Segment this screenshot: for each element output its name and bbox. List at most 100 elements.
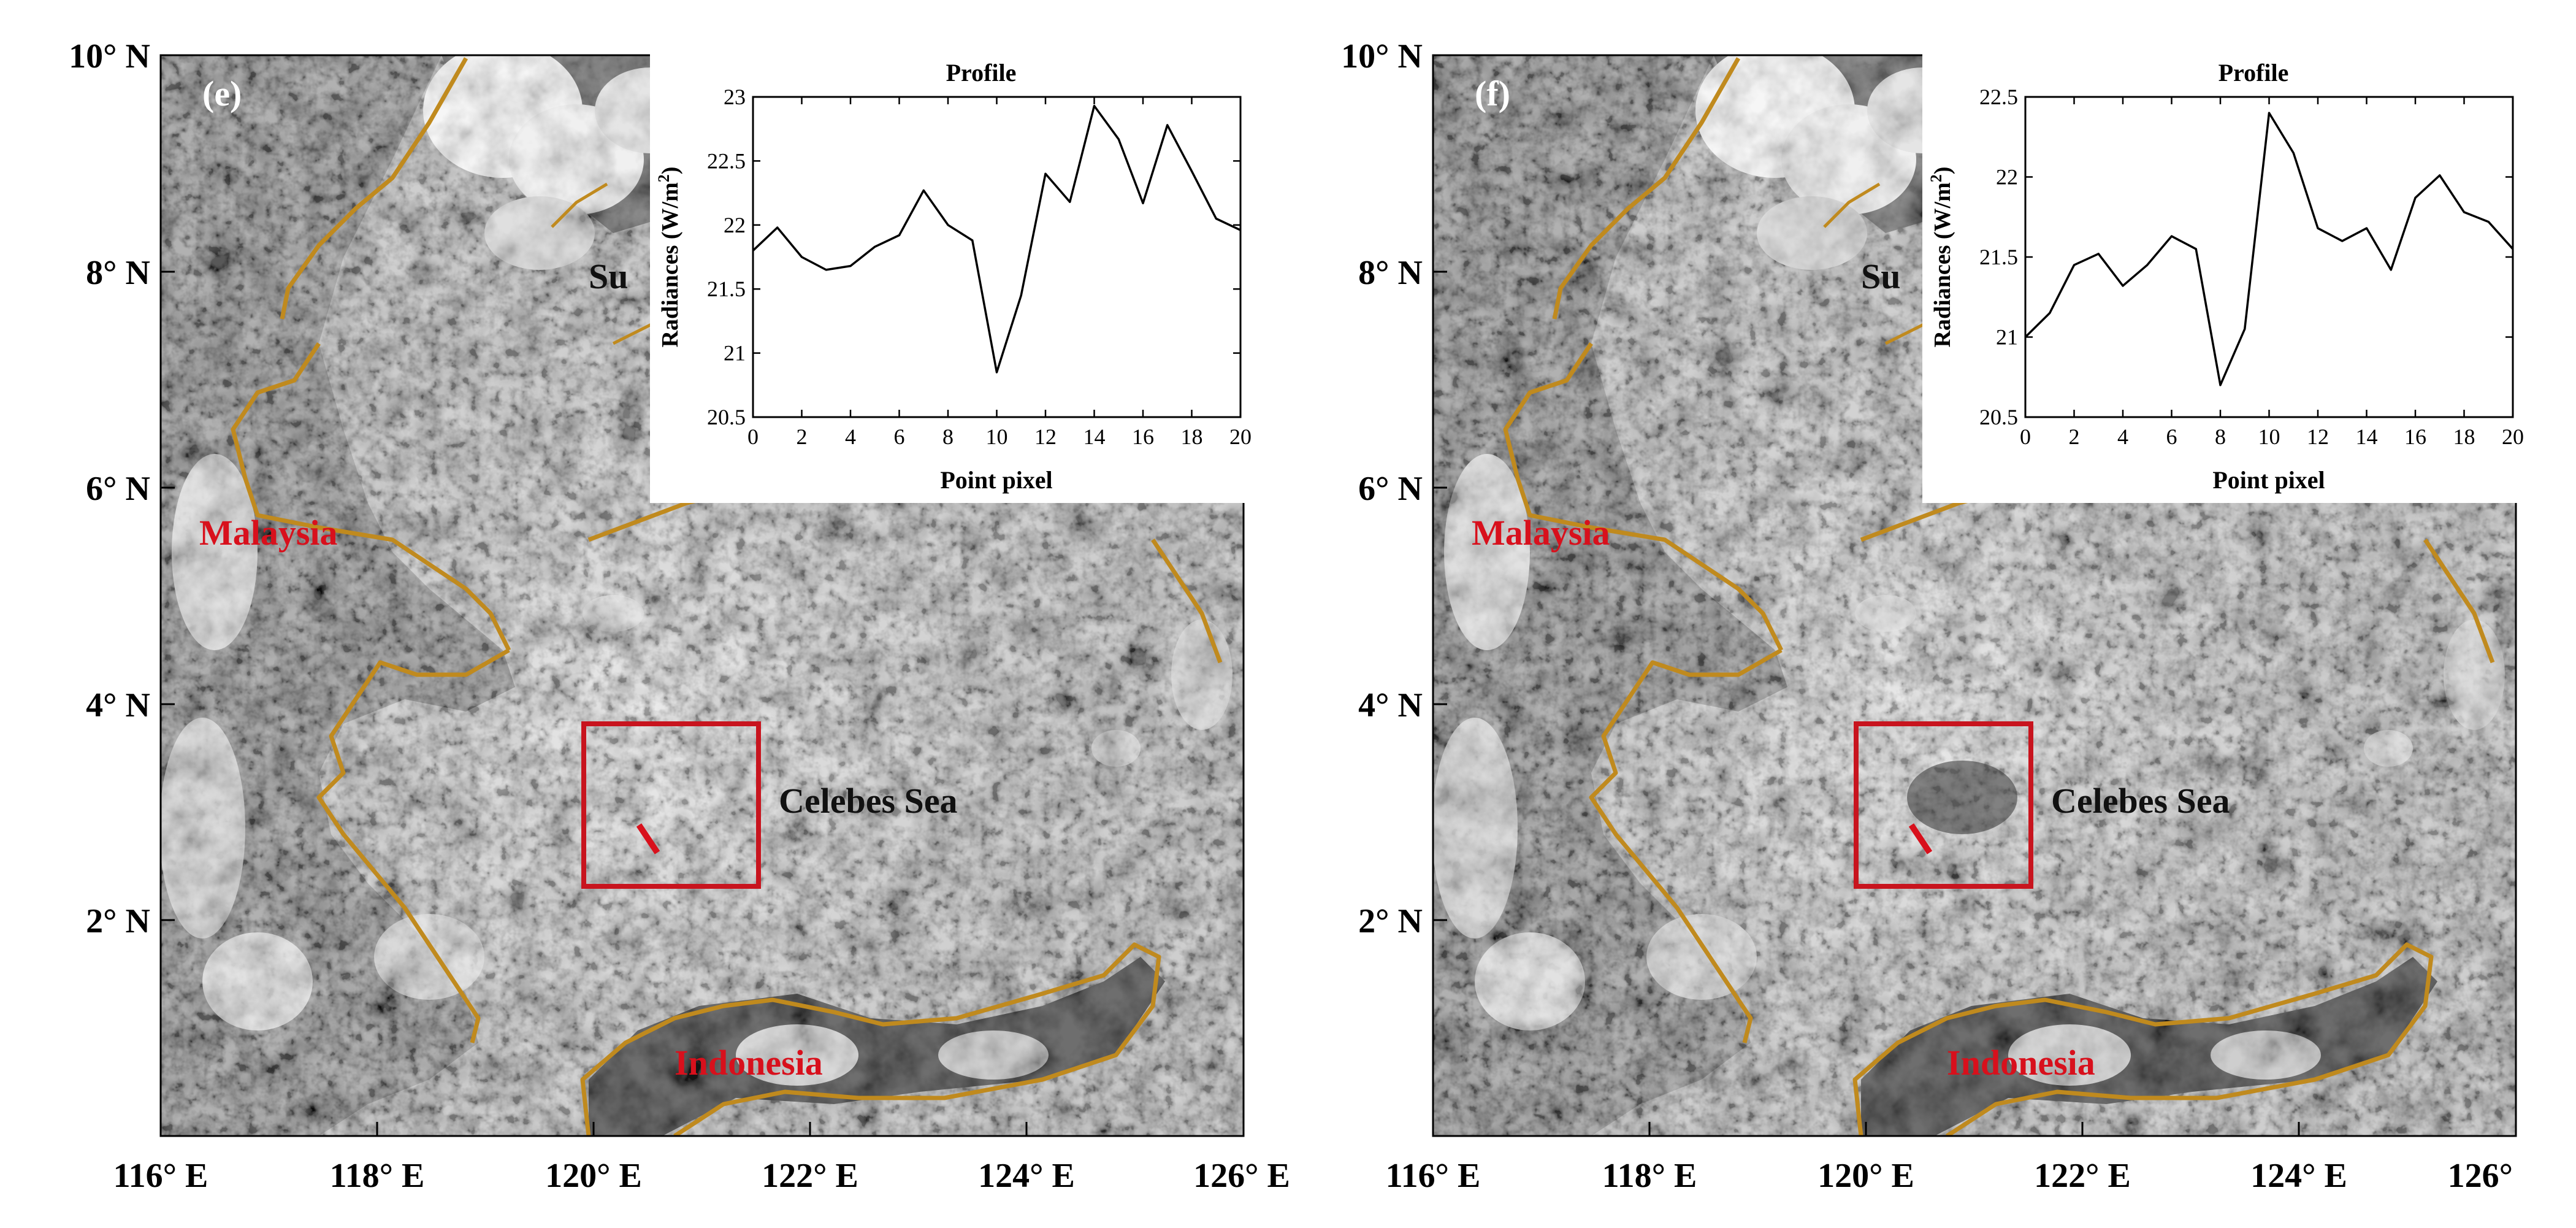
x-tick-label: 8 [2215, 424, 2226, 449]
x-tick-label: 2 [2069, 424, 2080, 449]
profile-data-point [825, 269, 827, 271]
place-label-malaysia: Malaysia [199, 513, 338, 553]
inset-background [650, 54, 1245, 503]
profile-data-point [849, 265, 852, 267]
y-tick-label: 20.5 [707, 405, 746, 429]
profile-data-point [2512, 248, 2514, 250]
satellite-image-f [1433, 55, 2516, 1136]
profile-inset-f: Profile 0 2 4 6 8 10 12 14 16 18 20 20.5 21 21.5 22 22.… [1922, 54, 2524, 503]
profile-data-point [2341, 240, 2344, 242]
profile-data-point [801, 256, 803, 258]
profile-data-point [2414, 196, 2417, 199]
lat-tick-label: 8° N [86, 254, 150, 292]
lon-tick-label: 120° E [545, 1157, 642, 1195]
lat-tick-label: 2° N [86, 902, 150, 940]
profile-data-point [2171, 235, 2173, 237]
x-tick-label: 14 [1084, 424, 1106, 449]
map-ticks-e [161, 271, 1028, 1136]
profile-data-point [1020, 294, 1022, 297]
lon-tick-label: 126° E [1193, 1157, 1290, 1195]
y-tick-label: 22.5 [707, 148, 746, 173]
x-tick-label: 0 [2020, 424, 2031, 449]
profile-data-point [996, 371, 998, 374]
profile-data-point [2439, 174, 2441, 177]
lat-tick-label: 10° N [1341, 37, 1423, 75]
profile-data-point [1069, 201, 1071, 203]
place-label-celebes-sea: Celebes Sea [779, 781, 958, 821]
lon-tick-label: 116° E [1386, 1157, 1481, 1195]
lon-tick-label: 118° E [1602, 1157, 1697, 1195]
profile-data-point [1166, 124, 1169, 126]
y-axis-label: Radiances (W/m2) [655, 167, 684, 348]
lat-tick-label: 2° N [1358, 902, 1423, 940]
lat-tick-label: 6° N [1358, 470, 1423, 508]
profile-data-point [2097, 253, 2100, 255]
panel-label-e: (e) [202, 74, 242, 113]
chart-title: Profile [2219, 59, 2289, 86]
x-axis-label: Point pixel [2212, 466, 2325, 494]
place-label-sulu-partial: Su [589, 256, 629, 296]
place-label-celebes-sea: Celebes Sea [2051, 781, 2230, 821]
y-tick-label: 22 [1996, 165, 2018, 190]
profile-data-point [922, 189, 925, 191]
transect-line-f [1908, 823, 1933, 854]
profile-data-point [776, 226, 779, 229]
coastline-e [231, 57, 1223, 1136]
lat-tick-label: 10° N [69, 37, 150, 75]
lat-tick-label: 4° N [1358, 686, 1423, 724]
profile-data-point [2463, 211, 2465, 213]
x-tick-label: 16 [2404, 424, 2426, 449]
x-tick-label: 10 [986, 424, 1008, 449]
place-label-malaysia: Malaysia [1472, 513, 1610, 553]
x-tick-label: 18 [2453, 424, 2475, 449]
profile-data-point [874, 245, 876, 248]
transect-line-e [636, 823, 660, 854]
y-tick-label: 20.5 [1979, 405, 2018, 429]
x-tick-label: 10 [2258, 424, 2280, 449]
x-tick-label: 12 [1034, 424, 1057, 449]
profile-data-point [2122, 285, 2124, 287]
profile-data-point [2244, 328, 2246, 330]
lon-tick-label: 118° E [330, 1157, 425, 1195]
profile-data-point [2390, 269, 2392, 271]
map-panel-f: 10° N 8° N 6° N 4° N 2° N 116° E 118° E … [1341, 37, 2524, 1195]
x-tick-label: 12 [2307, 424, 2329, 449]
profile-data-point [2195, 248, 2197, 250]
chart-title: Profile [946, 59, 1017, 86]
profile-data-point [1142, 202, 1144, 204]
x-tick-label: 16 [1132, 424, 1154, 449]
chart-marks-e: 0 2 4 6 8 10 12 14 16 18 20 20.5 21 21.5 22 22.5 23 [707, 85, 1252, 449]
x-tick-label: 20 [1229, 424, 1252, 449]
lat-labels-e: 10° N 8° N 6° N 4° N 2° N [69, 37, 150, 940]
profile-data-point [2146, 264, 2149, 266]
x-tick-label: 8 [942, 424, 954, 449]
profile-data-point [1093, 105, 1095, 107]
profile-data-point [2049, 312, 2051, 314]
profile-data-point [2366, 227, 2368, 229]
chart-marks-f: 0 2 4 6 8 10 12 14 16 18 20 20.5 21 21.5 22 22.5 [1979, 85, 2524, 449]
profile-data-point [1044, 172, 1047, 175]
profile-data-point [2317, 227, 2319, 229]
profile-data-point [971, 239, 974, 242]
x-tick-label: 4 [2117, 424, 2128, 449]
profile-data-point [1215, 217, 1217, 220]
profile-inset-e: Profile 0 2 4 6 8 10 12 14 16 18 20 20.5 21 21.5 22 22.… [650, 54, 1252, 503]
lat-tick-label: 8° N [1358, 254, 1423, 292]
x-tick-label: 4 [845, 424, 856, 449]
panel-label-f: (f) [1475, 74, 1510, 113]
profile-data-point [1239, 229, 1242, 231]
study-area-box-e [581, 721, 761, 889]
profile-data-point [2219, 384, 2222, 386]
coastline-f [1503, 57, 2495, 1136]
x-tick-label: 6 [2166, 424, 2177, 449]
profile-data-point [2268, 112, 2270, 114]
y-tick-label: 21 [724, 341, 746, 366]
profile-data-point [752, 250, 754, 252]
lat-tick-label: 4° N [86, 686, 150, 724]
y-tick-label: 22.5 [1979, 85, 2018, 109]
x-axis-label: Point pixel [940, 466, 1052, 494]
lon-tick-label: 122° E [762, 1157, 858, 1195]
lon-tick-label: 126° [2448, 1157, 2513, 1195]
place-label-sulu-partial: Su [1861, 256, 1901, 296]
